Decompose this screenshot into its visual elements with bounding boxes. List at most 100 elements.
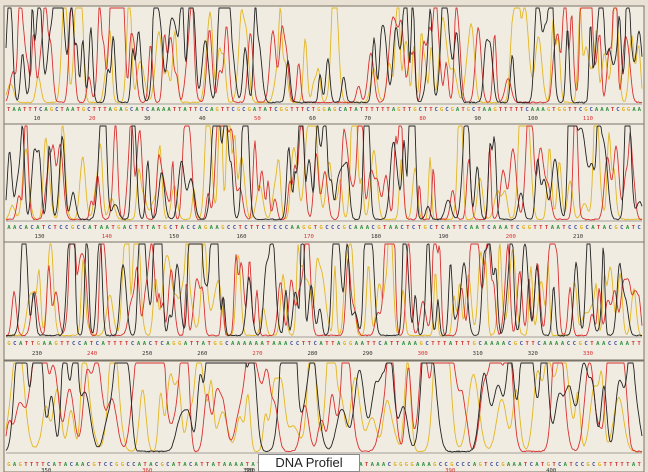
- base-call-letter: A: [210, 107, 214, 113]
- base-call-letter: A: [416, 462, 420, 468]
- base-call-letter: A: [549, 341, 553, 347]
- base-call-letter: C: [467, 462, 470, 468]
- base-call-letter: A: [264, 107, 268, 113]
- base-call-letter: C: [573, 341, 576, 347]
- base-call-letter: A: [476, 225, 480, 231]
- base-call-letter: C: [47, 462, 50, 468]
- base-call-letter: C: [574, 225, 577, 231]
- base-call-letter: A: [13, 225, 17, 231]
- base-call-letter: T: [60, 341, 64, 347]
- base-call-letter: A: [632, 462, 636, 468]
- position-label: 10: [34, 116, 41, 122]
- base-call-letter: A: [249, 341, 253, 347]
- base-call-letter: T: [552, 462, 556, 468]
- base-call-letter: A: [456, 107, 460, 113]
- base-call-letter: C: [96, 341, 99, 347]
- base-call-letter: A: [234, 462, 238, 468]
- base-call-letter: C: [456, 462, 459, 468]
- position-label: 80: [419, 116, 426, 122]
- base-call-letter: G: [7, 462, 11, 468]
- base-call-letter: A: [162, 107, 166, 113]
- trace-lines: [5, 125, 643, 221]
- base-call-letter: A: [361, 341, 365, 347]
- base-call-letter: T: [539, 225, 543, 231]
- base-call-letter: G: [308, 225, 312, 231]
- caption-label: DNA Profiel: [258, 454, 360, 472]
- position-label: 240: [87, 351, 97, 357]
- base-call-letter: A: [195, 462, 199, 468]
- base-call-letter: T: [509, 107, 513, 113]
- position-label: 100: [528, 116, 538, 122]
- base-call-letter: C: [581, 462, 584, 468]
- base-call-letter: A: [561, 341, 565, 347]
- base-call-letter: T: [93, 107, 97, 113]
- base-call-letter: G: [622, 107, 626, 113]
- position-label: 300: [418, 351, 428, 357]
- base-call-letter: C: [585, 225, 588, 231]
- base-call-letter: G: [221, 225, 225, 231]
- base-call-letter: T: [533, 225, 537, 231]
- base-call-letter: T: [632, 225, 636, 231]
- base-call-letter: T: [258, 107, 262, 113]
- base-call-letter: G: [397, 107, 401, 113]
- base-call-letter: T: [481, 225, 485, 231]
- base-call-letter: T: [194, 107, 198, 113]
- base-call-letter: G: [467, 107, 471, 113]
- base-call-letter: T: [510, 225, 514, 231]
- base-call-letter: A: [166, 341, 170, 347]
- base-call-letter: A: [603, 225, 607, 231]
- base-call-letter: G: [50, 107, 54, 113]
- base-call-letter: C: [189, 462, 192, 468]
- base-call-letter: T: [314, 225, 318, 231]
- panel-background: [3, 241, 645, 361]
- base-call-letter: T: [239, 225, 243, 231]
- base-call-letter: T: [390, 341, 394, 347]
- base-call-letter: T: [590, 341, 594, 347]
- base-call-letter: A: [600, 107, 604, 113]
- base-call-letter: T: [98, 462, 102, 468]
- base-call-letter: T: [141, 107, 145, 113]
- base-call-letter: A: [513, 462, 517, 468]
- base-call-letter: A: [366, 225, 370, 231]
- base-call-letter: T: [455, 341, 459, 347]
- base-call-letter: T: [94, 225, 98, 231]
- base-call-letter: C: [620, 225, 623, 231]
- base-call-letter: A: [152, 225, 156, 231]
- base-call-letter: T: [381, 107, 385, 113]
- base-call-letter: G: [37, 341, 41, 347]
- base-call-letter: G: [586, 462, 590, 468]
- base-call-letter: A: [255, 341, 259, 347]
- base-call-letter: A: [328, 107, 332, 113]
- base-call-letter: C: [575, 462, 578, 468]
- base-call-letter: G: [413, 107, 417, 113]
- base-call-letter: A: [360, 225, 364, 231]
- base-call-letter: A: [557, 225, 561, 231]
- base-call-letter: A: [183, 107, 187, 113]
- base-call-letter: T: [175, 225, 179, 231]
- base-call-letter: C: [348, 225, 351, 231]
- base-call-letter: T: [125, 341, 129, 347]
- base-call-letter: G: [178, 341, 182, 347]
- base-call-letter: A: [88, 225, 92, 231]
- base-call-letter: T: [23, 107, 27, 113]
- base-call-letter: T: [452, 225, 456, 231]
- base-call-letter: A: [215, 225, 219, 231]
- base-call-letter: T: [66, 341, 70, 347]
- position-labels: 230 240 250 260 270 280 290 300 310 320 330: [32, 351, 593, 357]
- base-call-letter: C: [78, 341, 81, 347]
- trace-lines: [5, 362, 643, 453]
- base-call-letter: T: [545, 225, 549, 231]
- base-call-letter: A: [278, 341, 282, 347]
- position-labels: 10 20 30 40 50 60 70 80 90 100 110: [34, 116, 593, 122]
- base-call-letter: C: [516, 225, 519, 231]
- base-call-letter: T: [58, 462, 62, 468]
- base-call-letter: G: [117, 225, 121, 231]
- base-call-letter: A: [564, 462, 568, 468]
- base-call-letter: A: [66, 107, 70, 113]
- position-label: 200: [506, 234, 516, 240]
- base-call-letter: A: [18, 107, 22, 113]
